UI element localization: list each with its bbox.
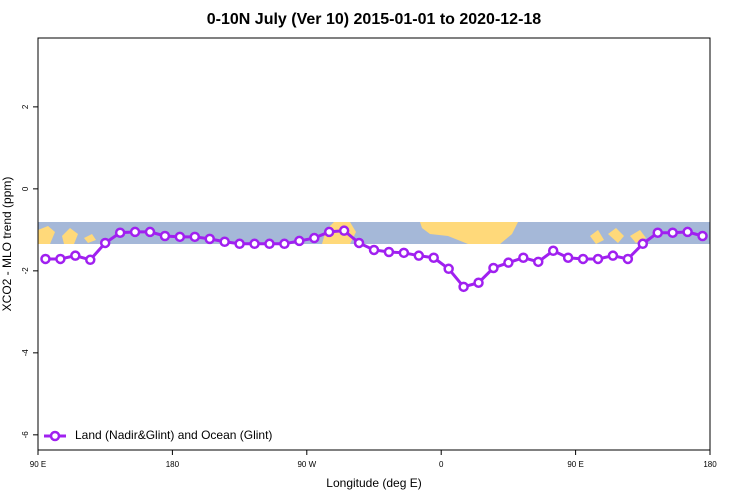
point (398, 247, 410, 259)
point (189, 231, 201, 243)
point (488, 262, 499, 274)
point (518, 252, 529, 263)
point (562, 252, 574, 263)
y-tick-label: -2 (21, 267, 30, 275)
point (338, 225, 350, 236)
point (443, 263, 454, 275)
point (279, 238, 290, 250)
point (294, 235, 305, 247)
point (55, 253, 66, 265)
point (40, 253, 51, 265)
point (264, 238, 275, 250)
x-tick-label: 180 (166, 460, 180, 469)
point (368, 244, 380, 256)
point (533, 256, 544, 268)
point (622, 253, 634, 265)
point (607, 250, 619, 261)
y-tick-label: 2 (21, 104, 30, 109)
point (159, 230, 171, 242)
point (473, 277, 484, 288)
point (174, 231, 186, 243)
point (144, 226, 156, 238)
x-tick-label: 180 (703, 460, 717, 469)
point (219, 236, 230, 247)
point (577, 253, 589, 265)
point (458, 281, 469, 293)
point (383, 246, 395, 258)
x-tick-label: 90 E (567, 460, 583, 469)
point (413, 250, 425, 261)
plot-frame (37, 37, 711, 451)
point (682, 226, 693, 238)
point (652, 227, 663, 238)
y-tick-label: -6 (21, 431, 30, 439)
chart-title: 0-10N July (Ver 10) 2015-01-01 to 2020-1… (207, 11, 542, 28)
point (503, 257, 514, 268)
x-tick-label: 90 W (297, 460, 316, 469)
point (428, 252, 439, 263)
point (592, 253, 604, 265)
point (547, 245, 559, 257)
point (697, 230, 708, 242)
point (637, 238, 649, 250)
point (667, 227, 678, 238)
point (309, 232, 320, 244)
point (204, 233, 215, 245)
y-axis-label: XCO2 - MLO trend (ppm) (0, 177, 14, 312)
point (114, 227, 126, 238)
point (99, 237, 111, 249)
legend-marker (49, 430, 61, 442)
point (323, 226, 335, 238)
point (85, 254, 96, 266)
legend: Land (Nadir&Glint) and Ocean (Glint) (44, 428, 272, 442)
legend-label: Land (Nadir&Glint) and Ocean (Glint) (75, 428, 272, 442)
point (353, 237, 365, 249)
y-tick-label: -4 (21, 349, 30, 357)
x-tick-label: 0 (439, 460, 444, 469)
point (129, 226, 141, 238)
y-tick-label: 0 (21, 186, 30, 191)
point (70, 250, 81, 261)
point (234, 238, 245, 250)
x-axis-label: Longitude (deg E) (326, 476, 421, 490)
point (249, 238, 260, 250)
x-tick-label: 90 E (30, 460, 46, 469)
